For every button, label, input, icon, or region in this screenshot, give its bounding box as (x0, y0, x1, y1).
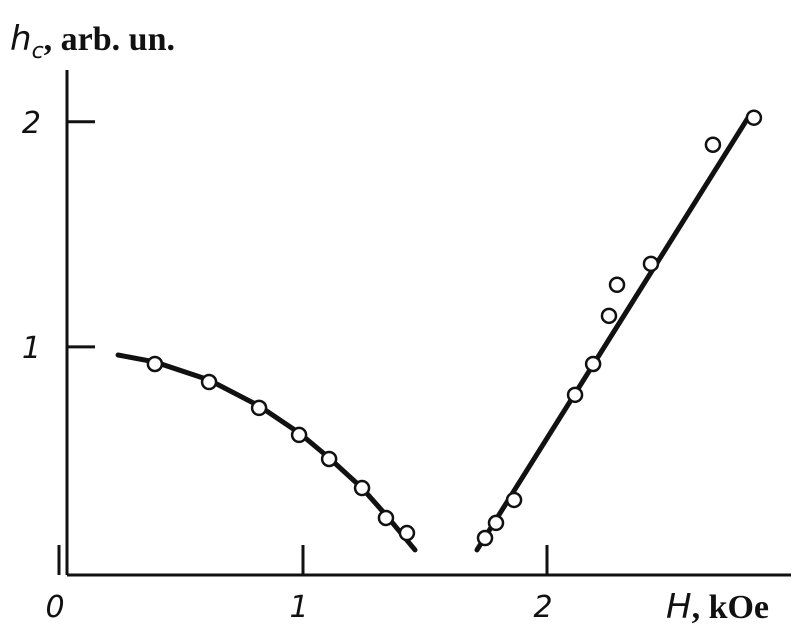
fit-line (474, 115, 751, 553)
data-point (487, 514, 505, 532)
data-point (745, 109, 763, 126)
data-point (250, 399, 268, 417)
x-label-unit: , kOe (692, 589, 769, 626)
data-point (290, 426, 308, 444)
fit-line (115, 352, 418, 553)
y-tick-label: 2 (22, 106, 41, 141)
data-point (642, 255, 660, 273)
data-point (146, 355, 164, 373)
data-point (584, 355, 602, 373)
y-label-symbol: h (10, 19, 32, 59)
y-label-unit: , arb. un. (44, 21, 175, 58)
x-tick-label: 0 (45, 590, 64, 625)
x-tick-label: 2 (533, 590, 552, 625)
y-axis-label: hc, arb. un. (10, 19, 175, 64)
data-point (476, 529, 494, 547)
data-point (353, 479, 371, 497)
y-tick-label: 1 (22, 331, 41, 366)
data-point (200, 373, 218, 391)
data-point (398, 524, 416, 542)
x-axis-label: H, kOe (666, 587, 769, 627)
data-point (608, 276, 626, 294)
data-point (566, 386, 584, 404)
data-point (505, 491, 523, 509)
y-label-subscript: c (32, 39, 44, 64)
data-point (377, 509, 395, 527)
x-label-symbol: H (666, 587, 692, 627)
data-point (600, 307, 618, 325)
data-point (320, 450, 338, 468)
data-point (704, 136, 722, 153)
x-tick-label: 1 (289, 590, 308, 625)
